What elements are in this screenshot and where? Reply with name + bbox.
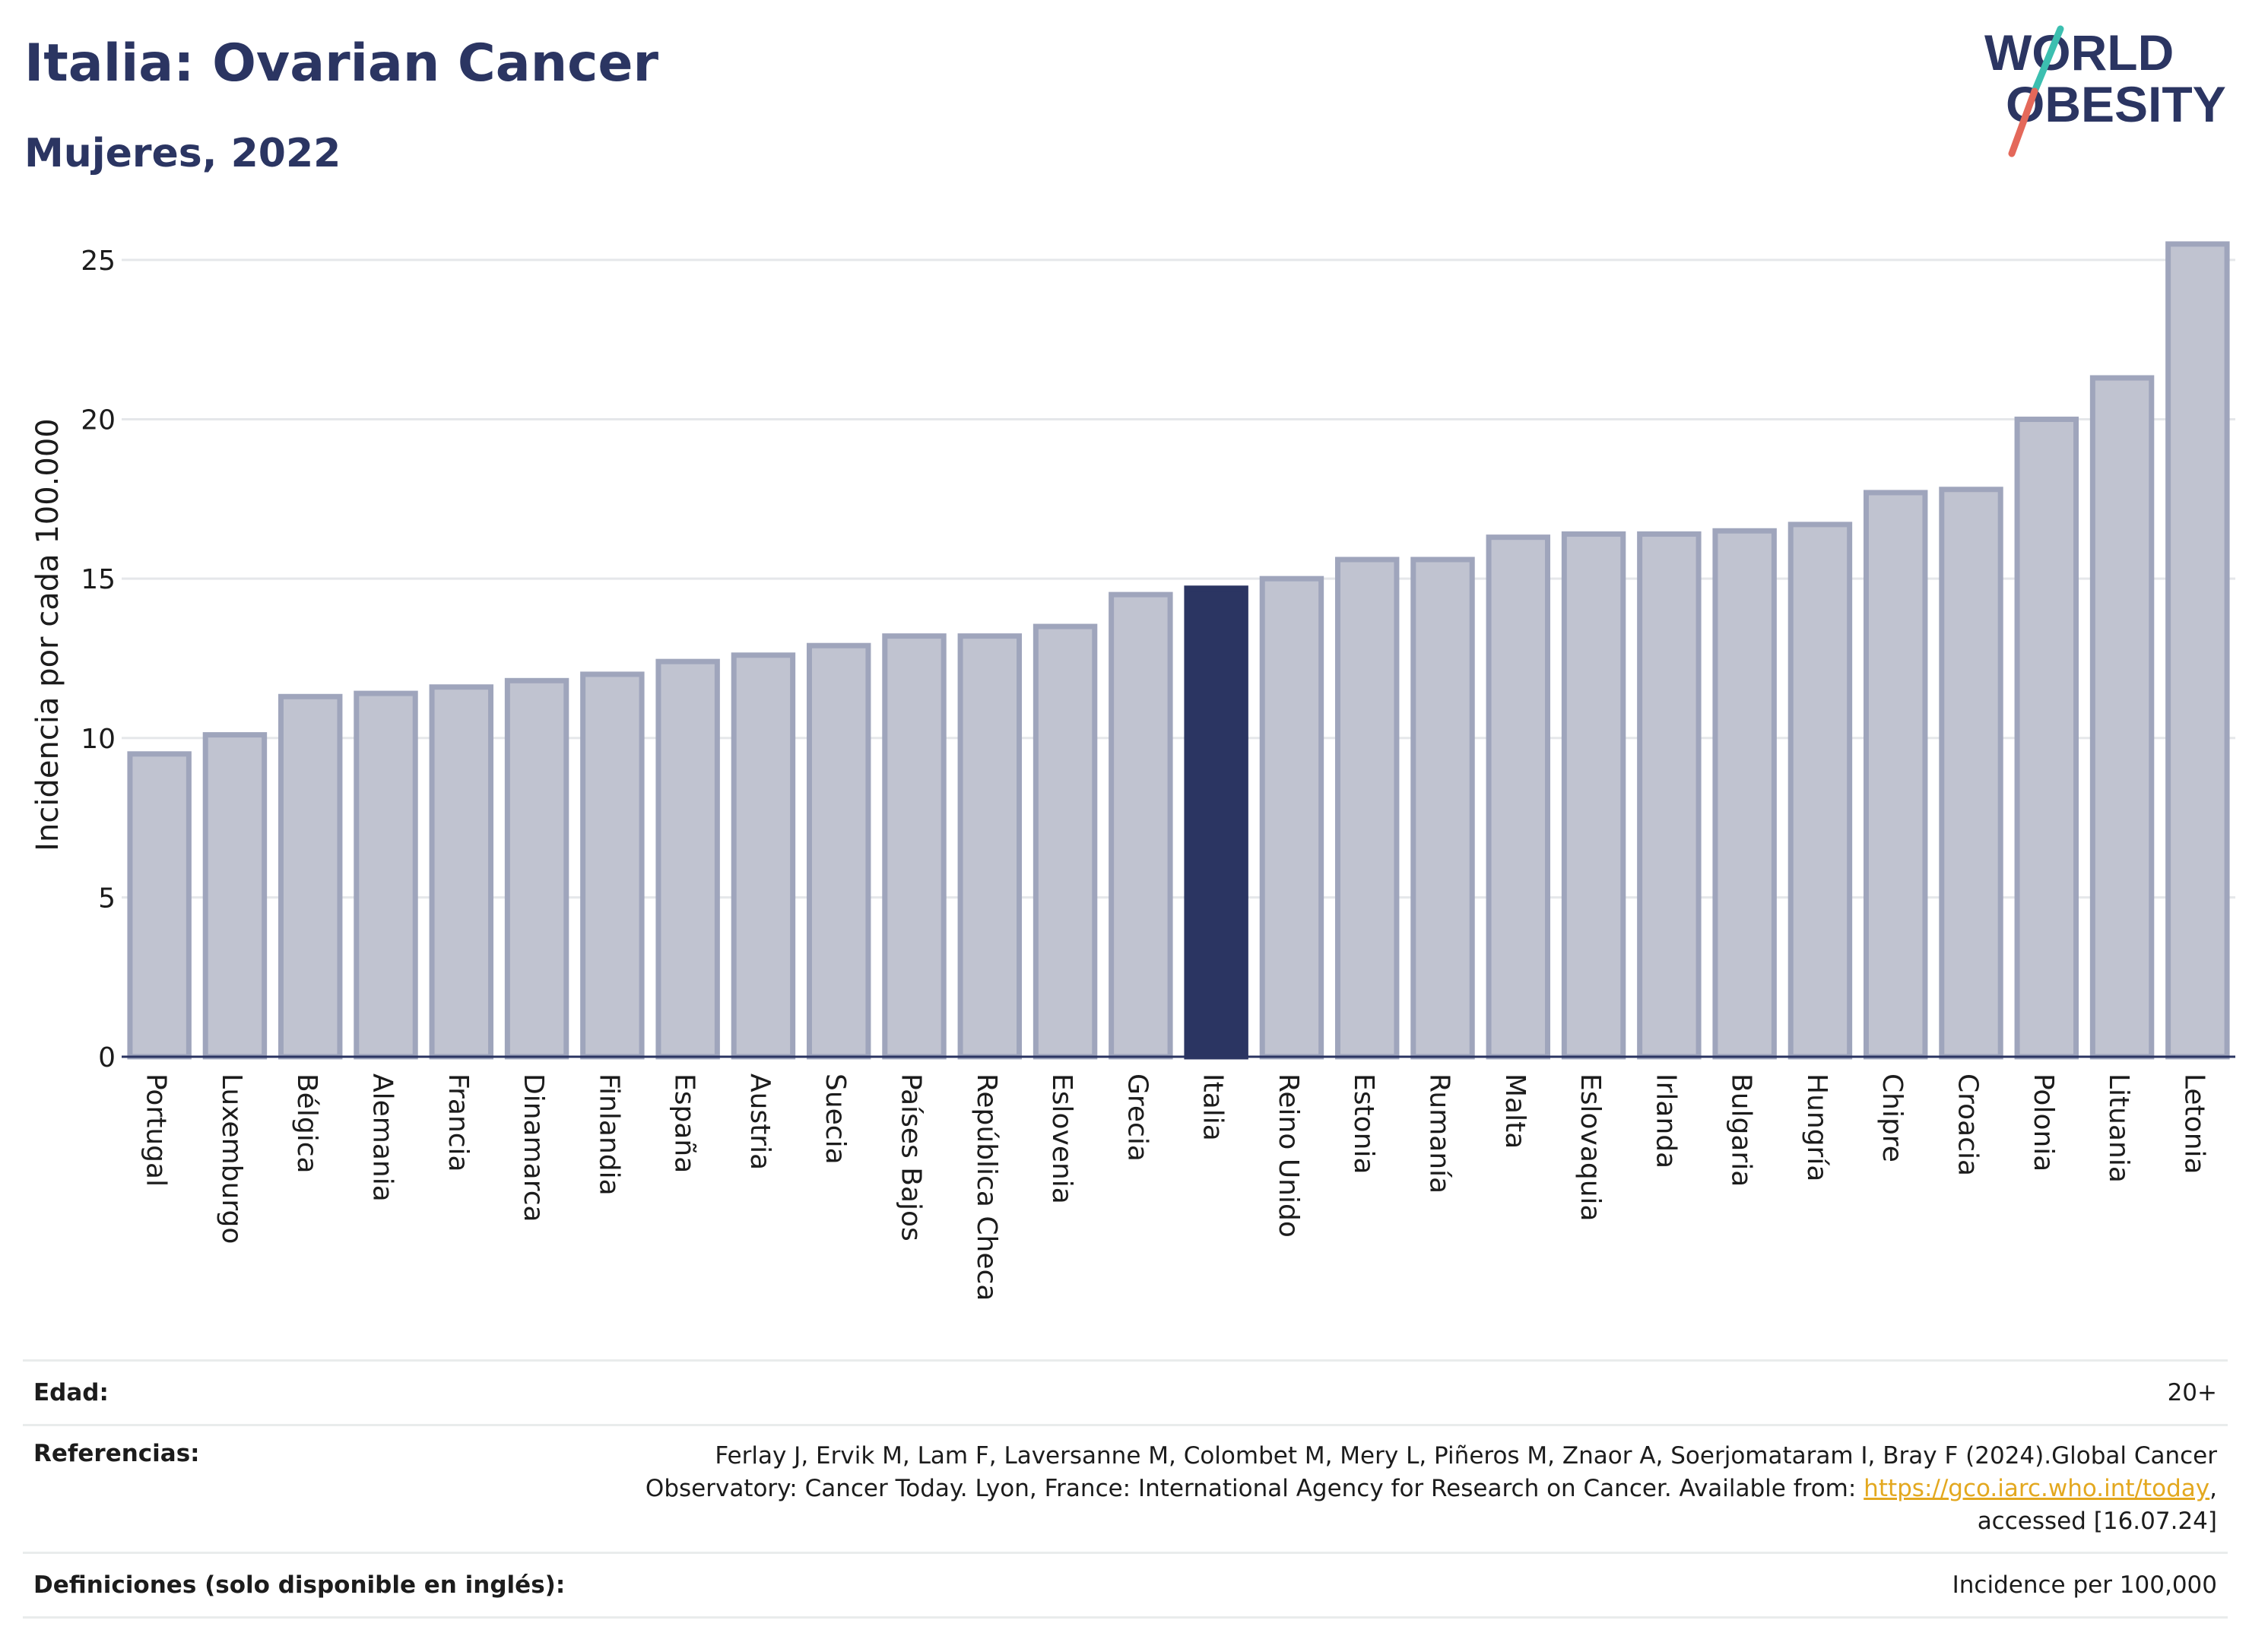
x-tick-label: Austria	[744, 1073, 776, 1170]
y-tick-label: 0	[98, 1042, 116, 1073]
x-tick-label: Alemania	[367, 1073, 398, 1202]
bar-francia[interactable]	[429, 684, 494, 1060]
x-tick-label: Rumanía	[1424, 1073, 1455, 1194]
references-line-1: Ferlay J, Ervik M, Lam F, Laversanne M, …	[715, 1442, 2217, 1470]
page-title: Italia: Ovarian Cancer	[24, 33, 659, 94]
x-tick-label: Portugal	[141, 1073, 172, 1187]
page-subtitle: Mujeres, 2022	[24, 131, 341, 176]
logo-line2: OBESITY	[2006, 76, 2226, 132]
footer-table: Edad: 20+ Referencias: Ferlay J, Ervik M…	[23, 1359, 2228, 1619]
y-tick-labels: 0 5 10 15 20 25	[81, 246, 116, 1073]
x-tick-label: Polonia	[2028, 1073, 2059, 1172]
y-axis-label: Incidencia por cada 100.000	[30, 418, 65, 851]
x-tick-label: Países Bajos	[896, 1073, 927, 1241]
bar-chart: 0 5 10 15 20 25 Portugal Luxemburgo Bélgica Alem…	[30, 241, 2235, 1301]
bar-rumanía[interactable]	[1410, 556, 1475, 1060]
bar-españa[interactable]	[655, 658, 720, 1060]
bar-letonia[interactable]	[2165, 241, 2230, 1060]
bar-alemania[interactable]	[354, 690, 418, 1060]
references-link[interactable]: https://gco.iarc.who.int/today	[1864, 1475, 2210, 1502]
x-tick-label: Letonia	[2178, 1073, 2209, 1175]
x-tick-label: Eslovenia	[1046, 1073, 1077, 1204]
x-tick-label: Grecia	[1121, 1073, 1153, 1162]
age-label: Edad:	[33, 1379, 109, 1406]
x-tick-label: Luxemburgo	[216, 1073, 247, 1244]
bar-lituania[interactable]	[2089, 375, 2155, 1060]
bar-estonia[interactable]	[1334, 556, 1400, 1060]
x-tick-label: Bulgaria	[1726, 1073, 1757, 1187]
x-tick-label: Reino Unido	[1273, 1073, 1304, 1238]
x-tick-label: Irlanda	[1650, 1073, 1681, 1168]
x-tick-label: Hungría	[1801, 1073, 1832, 1181]
x-tick-label: Italia	[1197, 1073, 1229, 1141]
x-tick-label: Malta	[1499, 1073, 1531, 1149]
bar-polonia[interactable]	[2014, 417, 2079, 1060]
x-tick-label: Finlandia	[593, 1073, 624, 1196]
y-tick-label: 20	[81, 405, 116, 436]
age-value: 20+	[2167, 1378, 2217, 1406]
bar-eslovenia[interactable]	[1033, 623, 1098, 1060]
x-tick-label: Chipre	[1876, 1073, 1908, 1162]
y-tick-label: 15	[81, 564, 116, 595]
definitions-label: Definiciones (solo disponible en inglés)…	[33, 1571, 566, 1599]
footer-row-definitions: Definiciones (solo disponible en inglés)…	[23, 1552, 2228, 1619]
x-tick-label: Lituania	[2103, 1073, 2134, 1183]
bar-malta[interactable]	[1486, 534, 1551, 1060]
x-tick-label: Dinamarca	[518, 1073, 549, 1222]
bar-grecia[interactable]	[1109, 591, 1173, 1060]
bar-irlanda[interactable]	[1637, 531, 1702, 1060]
bars	[127, 241, 2230, 1060]
bar-croacia[interactable]	[1939, 487, 2003, 1060]
references-label: Referencias:	[33, 1440, 200, 1467]
y-tick-label: 5	[98, 883, 116, 914]
bar-italia[interactable]	[1184, 585, 1248, 1060]
bar-finlandia[interactable]	[580, 671, 645, 1060]
world-obesity-logo: WORLD OBESITY	[1984, 24, 2226, 157]
bar-países-bajos[interactable]	[882, 633, 947, 1060]
x-tick-label: Francia	[443, 1073, 474, 1172]
x-tick-label: España	[669, 1073, 700, 1173]
bar-austria[interactable]	[731, 652, 796, 1060]
bar-suecia[interactable]	[806, 642, 871, 1060]
footer-row-age: Edad: 20+	[23, 1359, 2228, 1424]
bar-luxemburgo[interactable]	[202, 732, 268, 1060]
references-line-2: Observatory: Cancer Today. Lyon, France:…	[645, 1475, 2217, 1502]
references-text: Ferlay J, Ervik M, Lam F, Laversanne M, …	[646, 1440, 2228, 1538]
x-tick-labels: Portugal Luxemburgo Bélgica Alemania Francia…	[141, 1073, 2210, 1301]
definitions-value: Incidence per 100,000	[1952, 1571, 2217, 1599]
y-tick-label: 10	[81, 724, 116, 755]
x-tick-label: Estonia	[1348, 1073, 1379, 1175]
x-tick-label: Suecia	[820, 1073, 851, 1165]
bar-bulgaria[interactable]	[1712, 528, 1777, 1060]
y-tick-label: 25	[81, 246, 116, 277]
bar-bélgica[interactable]	[278, 693, 343, 1060]
bar-dinamarca[interactable]	[504, 677, 569, 1060]
bar-portugal[interactable]	[127, 751, 192, 1060]
x-tick-label: Croacia	[1952, 1073, 1984, 1176]
logo-line1: WORLD	[1984, 24, 2174, 81]
bar-república-checa[interactable]	[957, 633, 1023, 1060]
bar-eslovaquia[interactable]	[1561, 531, 1626, 1060]
x-tick-label: República Checa	[971, 1073, 1002, 1301]
bar-hungría[interactable]	[1787, 522, 1853, 1060]
bar-reino-unido[interactable]	[1259, 576, 1324, 1060]
references-line-3: accessed [16.07.24]	[1977, 1508, 2217, 1535]
x-tick-label: Eslovaquia	[1575, 1073, 1606, 1222]
footer-row-references: Referencias: Ferlay J, Ervik M, Lam F, L…	[23, 1424, 2228, 1552]
bar-chipre[interactable]	[1863, 490, 1928, 1060]
x-tick-label: Bélgica	[291, 1073, 322, 1174]
